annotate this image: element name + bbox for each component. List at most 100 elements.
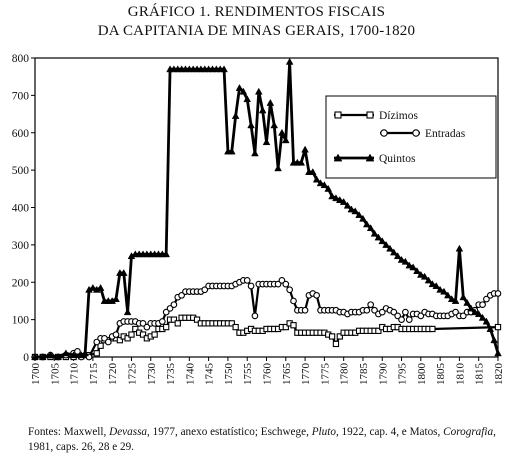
data-point-dizimos <box>232 323 239 331</box>
data-point-quintos <box>254 87 263 95</box>
x-tick-label: 1735 <box>165 363 177 386</box>
x-tick-label: 1810 <box>454 363 466 386</box>
data-point-entradas <box>112 331 120 338</box>
data-point-dizimos <box>132 325 139 333</box>
data-point-dizimos <box>336 333 343 340</box>
data-point-entradas <box>158 318 166 325</box>
y-tick-label: 400 <box>12 203 30 215</box>
data-point-entradas <box>93 338 101 346</box>
y-tick-label: 700 <box>12 90 30 102</box>
data-point-quintos <box>251 149 259 157</box>
data-point-quintos <box>312 175 321 183</box>
x-tick-label: 1705 <box>49 363 61 386</box>
data-point-dizimos <box>93 350 100 357</box>
x-tick-label: 1755 <box>242 363 254 386</box>
x-tick-label: 1725 <box>126 363 138 386</box>
data-point-entradas <box>402 308 409 316</box>
data-point-dizimos <box>332 340 340 348</box>
data-point-quintos <box>471 308 479 316</box>
data-point-quintos <box>413 267 421 275</box>
y-tick-label: 200 <box>12 277 30 289</box>
data-point-quintos <box>444 291 452 299</box>
data-point-quintos <box>463 298 471 306</box>
data-point-quintos <box>436 285 444 293</box>
data-point-dizimos <box>139 331 147 338</box>
data-point-entradas <box>104 338 112 346</box>
data-point-quintos <box>359 214 367 222</box>
data-point-quintos <box>285 57 294 65</box>
data-point-quintos <box>54 353 62 360</box>
data-point-entradas <box>101 334 108 342</box>
x-tick-label: 1700 <box>30 363 42 386</box>
data-point-quintos <box>89 283 97 291</box>
source-title-devassa: Devassa <box>109 426 148 438</box>
data-point-dizimos <box>282 323 289 331</box>
data-point-entradas <box>301 306 309 314</box>
data-point-quintos <box>347 205 356 213</box>
data-point-quintos <box>382 240 390 248</box>
data-point-entradas <box>201 286 209 294</box>
y-tick-label: 100 <box>12 315 30 327</box>
data-point-quintos <box>401 257 410 265</box>
x-tick-label: 1760 <box>262 363 274 386</box>
data-point-quintos <box>370 229 379 237</box>
data-point-entradas <box>363 306 371 314</box>
data-point-entradas <box>494 290 502 297</box>
data-point-entradas <box>405 316 413 323</box>
data-point-dizimos <box>375 327 382 334</box>
data-point-entradas <box>417 312 425 320</box>
x-tick-label: 1710 <box>69 363 81 386</box>
data-point-quintos <box>38 353 47 360</box>
data-point-dizimos <box>429 325 436 333</box>
data-point-entradas <box>74 348 81 355</box>
data-point-quintos <box>490 336 498 344</box>
legend-label-entradas: Entradas <box>425 128 466 140</box>
data-point-quintos <box>119 268 128 276</box>
x-tick-label: 1775 <box>319 363 331 386</box>
data-point-quintos <box>474 310 483 317</box>
data-point-quintos <box>31 353 39 360</box>
data-point-entradas <box>394 312 402 320</box>
data-point-entradas <box>139 320 147 327</box>
legend-marker-dizimos <box>366 111 374 119</box>
y-tick-label: 500 <box>12 165 30 177</box>
data-point-quintos <box>231 112 240 119</box>
data-point-quintos <box>451 297 460 304</box>
data-point-quintos <box>243 95 252 103</box>
data-point-quintos <box>335 196 344 203</box>
data-point-quintos <box>486 325 495 332</box>
x-tick-label: 1765 <box>281 363 293 386</box>
data-point-quintos <box>266 98 275 106</box>
data-point-quintos <box>428 280 437 288</box>
data-point-entradas <box>452 308 459 316</box>
data-point-entradas <box>166 305 174 312</box>
data-point-dizimos <box>124 335 131 342</box>
legend-marker-entradas <box>380 129 388 137</box>
series-line-entradas <box>35 279 498 359</box>
data-point-quintos <box>320 181 329 189</box>
line-chart: 0 100 200 300 400 500 600 700 800 1700 1705 1710 171… <box>12 53 505 386</box>
x-tick-label: 1720 <box>107 363 119 386</box>
data-point-entradas <box>290 297 297 305</box>
data-point-entradas <box>282 280 290 288</box>
data-point-quintos <box>96 283 105 291</box>
data-point-quintos <box>362 220 371 228</box>
legend-box <box>325 95 497 179</box>
source-text: Fontes: Maxwell, <box>28 426 110 438</box>
x-tick-label: 1750 <box>223 363 235 386</box>
data-point-quintos <box>62 349 70 357</box>
data-point-entradas <box>251 312 259 320</box>
legend-marker-quintos <box>333 153 343 162</box>
data-point-quintos <box>220 65 228 73</box>
data-point-quintos <box>239 87 248 95</box>
data-point-dizimos <box>328 333 336 340</box>
data-point-dizimos <box>97 342 104 349</box>
data-point-dizimos <box>228 320 235 327</box>
data-point-quintos <box>81 349 89 357</box>
legend-marker-dizimos <box>334 111 342 119</box>
data-point-quintos <box>447 295 456 303</box>
data-point-entradas <box>483 295 490 303</box>
data-point-quintos <box>432 282 441 289</box>
source-text: , 1977, anexo estatístico; Eschwege, <box>147 426 312 438</box>
data-point-entradas <box>398 316 405 323</box>
